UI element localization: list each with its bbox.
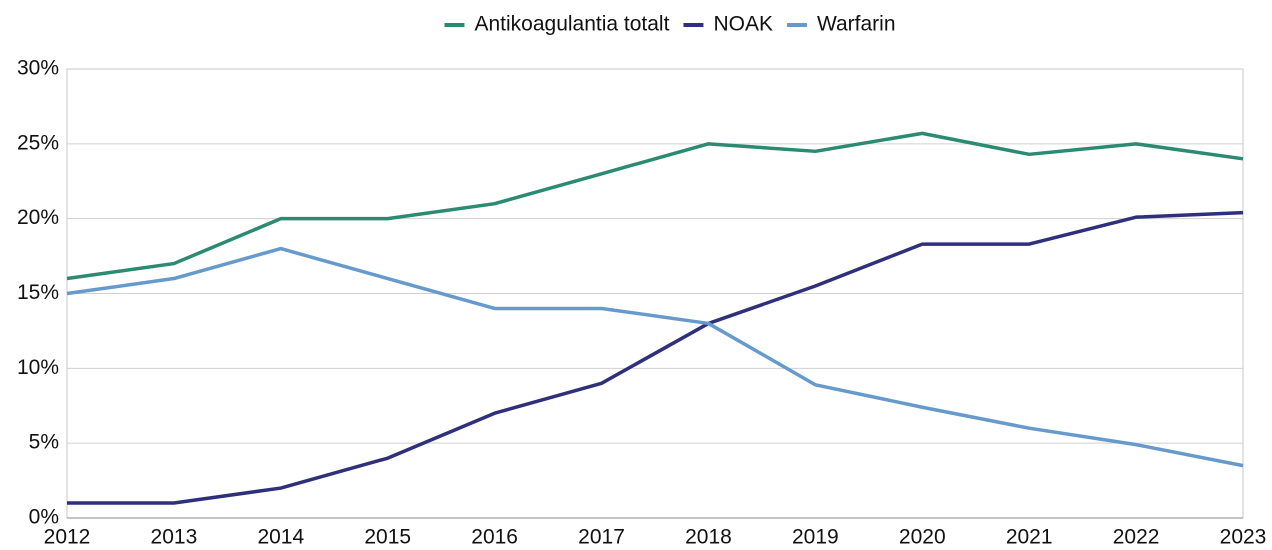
x-tick-label: 2020	[899, 526, 946, 549]
x-tick-label: 2012	[44, 526, 91, 549]
x-tick-label: 2022	[1113, 526, 1160, 549]
legend: Antikoagulantia totalt NOAK Warfarin	[444, 13, 896, 36]
x-tick-label: 2023	[1220, 526, 1267, 549]
y-tick-label: 25%	[17, 131, 59, 154]
y-tick-label: 30%	[17, 57, 59, 80]
y-tick-label: 10%	[17, 356, 59, 379]
y-tick-label: 5%	[29, 431, 59, 454]
x-tick-label: 2016	[471, 526, 518, 549]
series-line	[66, 131, 1244, 281]
x-tick-label: 2021	[1006, 526, 1053, 549]
y-tick-label: 0%	[29, 506, 59, 529]
legend-label: Antikoagulantia totalt	[474, 13, 669, 36]
x-tick-label: 2019	[792, 526, 839, 549]
x-tick-label: 2018	[685, 526, 732, 549]
series-line	[67, 210, 1244, 505]
legend-item: Warfarin	[786, 13, 896, 36]
y-tick-label: 15%	[17, 281, 59, 304]
x-tick-label: 2017	[578, 526, 625, 549]
y-tick-label: 20%	[17, 206, 59, 229]
legend-item: Antikoagulantia totalt	[444, 13, 670, 36]
legend-label: NOAK	[713, 13, 773, 36]
x-tick-label: 2015	[364, 526, 411, 549]
series-line	[66, 246, 1244, 468]
legend-item: NOAK	[683, 13, 773, 36]
x-tick-label: 2013	[151, 526, 198, 549]
legend-label: Warfarin	[817, 13, 896, 36]
x-tick-label: 2014	[257, 526, 304, 549]
